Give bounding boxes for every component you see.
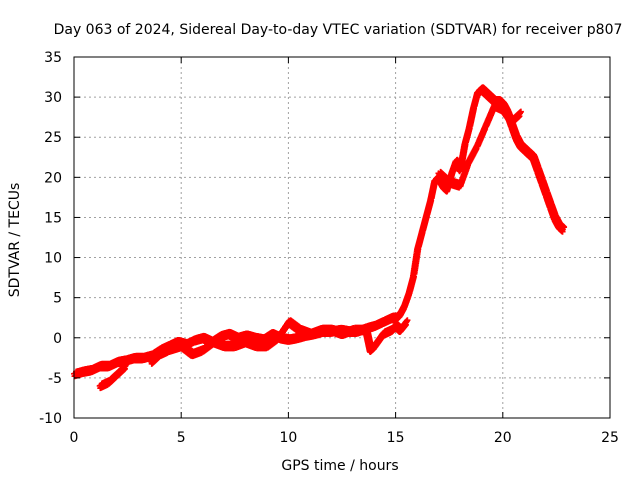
data-series <box>71 84 568 392</box>
series-group <box>71 84 568 380</box>
